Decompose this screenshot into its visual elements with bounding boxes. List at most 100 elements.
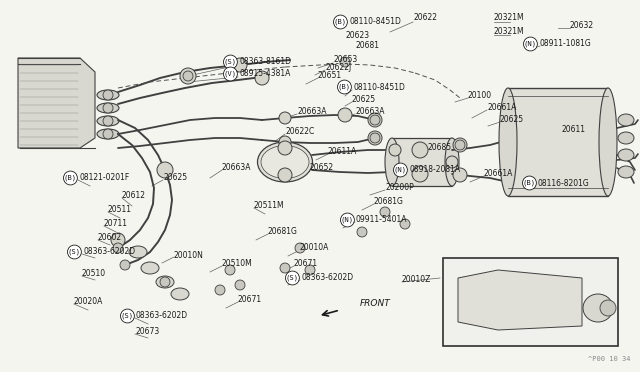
Text: 20681: 20681: [355, 42, 379, 51]
Text: (V): (V): [224, 71, 237, 77]
Circle shape: [453, 168, 467, 182]
Text: 08915-4381A: 08915-4381A: [239, 70, 291, 78]
Text: 20625: 20625: [163, 173, 187, 183]
Text: 20010Z: 20010Z: [402, 276, 431, 285]
Circle shape: [103, 90, 113, 100]
Text: 20611A: 20611A: [328, 148, 357, 157]
Text: 08116-8201G: 08116-8201G: [538, 179, 589, 187]
Circle shape: [233, 58, 247, 72]
Circle shape: [183, 71, 193, 81]
Text: (B): (B): [338, 84, 351, 90]
Text: 20711: 20711: [104, 219, 128, 228]
Circle shape: [368, 113, 382, 127]
Circle shape: [225, 265, 235, 275]
Ellipse shape: [97, 116, 119, 126]
Circle shape: [380, 207, 390, 217]
Ellipse shape: [618, 114, 634, 126]
Text: 20010A: 20010A: [300, 244, 330, 253]
Ellipse shape: [156, 276, 174, 288]
Text: 20663A: 20663A: [355, 108, 385, 116]
Circle shape: [160, 277, 170, 287]
Text: 20671: 20671: [294, 260, 318, 269]
Text: (S): (S): [121, 313, 134, 319]
Text: (B): (B): [334, 19, 347, 25]
Text: (S): (S): [286, 275, 299, 281]
Text: 20681G: 20681G: [374, 198, 404, 206]
Text: 20673: 20673: [135, 327, 159, 337]
Ellipse shape: [261, 145, 309, 179]
Circle shape: [368, 131, 382, 145]
Text: 20510: 20510: [82, 269, 106, 279]
Circle shape: [255, 71, 269, 85]
Circle shape: [215, 285, 225, 295]
Bar: [392, 138, 452, 186]
Circle shape: [412, 166, 428, 182]
Text: FRONT: FRONT: [360, 299, 391, 308]
Text: 20671: 20671: [238, 295, 262, 305]
Ellipse shape: [385, 138, 399, 186]
Circle shape: [111, 233, 125, 247]
Ellipse shape: [618, 166, 634, 178]
Polygon shape: [458, 270, 582, 330]
Circle shape: [370, 133, 380, 143]
Polygon shape: [18, 58, 95, 148]
Circle shape: [305, 265, 315, 275]
Text: 08110-8451D: 08110-8451D: [349, 17, 401, 26]
Circle shape: [357, 227, 367, 237]
Circle shape: [453, 138, 467, 152]
Text: 20100: 20100: [468, 90, 492, 99]
Text: 20651: 20651: [318, 71, 342, 80]
Circle shape: [278, 168, 292, 182]
Circle shape: [446, 156, 458, 168]
Text: 08363-6202D: 08363-6202D: [136, 311, 188, 321]
Text: 20623: 20623: [345, 31, 369, 39]
Text: 20632: 20632: [570, 22, 594, 31]
Text: 20602: 20602: [98, 234, 122, 243]
Ellipse shape: [129, 246, 147, 258]
Text: (B): (B): [523, 180, 536, 186]
Circle shape: [370, 115, 380, 125]
Ellipse shape: [257, 142, 312, 182]
Circle shape: [103, 129, 113, 139]
Ellipse shape: [618, 132, 634, 144]
Ellipse shape: [583, 294, 613, 322]
Text: 20625: 20625: [352, 96, 376, 105]
Ellipse shape: [171, 288, 189, 300]
Text: 20321M: 20321M: [494, 28, 525, 36]
Circle shape: [279, 136, 291, 148]
Ellipse shape: [97, 129, 119, 139]
Circle shape: [400, 219, 410, 229]
Circle shape: [338, 108, 352, 122]
Circle shape: [180, 68, 196, 84]
Circle shape: [600, 300, 616, 316]
Text: 08918-2081A: 08918-2081A: [409, 166, 460, 174]
Ellipse shape: [97, 103, 119, 113]
Text: 20663A: 20663A: [222, 164, 252, 173]
Circle shape: [295, 243, 305, 253]
Ellipse shape: [599, 88, 617, 196]
Circle shape: [389, 144, 401, 156]
Circle shape: [120, 260, 130, 270]
Text: 20200P: 20200P: [385, 183, 413, 192]
Text: 20622C: 20622C: [285, 128, 314, 137]
Text: (S): (S): [68, 249, 81, 255]
Ellipse shape: [445, 138, 459, 186]
Circle shape: [278, 141, 292, 155]
Text: 20510M: 20510M: [222, 260, 253, 269]
Circle shape: [113, 243, 123, 253]
Text: 20321M: 20321M: [494, 13, 525, 22]
Text: (B): (B): [64, 175, 77, 181]
Text: 20612: 20612: [122, 192, 146, 201]
Ellipse shape: [618, 149, 634, 161]
Circle shape: [157, 162, 173, 178]
Text: (N): (N): [341, 217, 354, 223]
Text: 20010N: 20010N: [174, 250, 204, 260]
Bar: [508, 88, 608, 196]
Text: 08110-8451D: 08110-8451D: [353, 83, 405, 92]
Text: 20661A: 20661A: [487, 103, 516, 112]
Text: 20681G: 20681G: [268, 228, 298, 237]
Text: 08911-1081G: 08911-1081G: [539, 39, 591, 48]
Ellipse shape: [97, 90, 119, 100]
Text: 20663A: 20663A: [297, 108, 326, 116]
Text: (S): (S): [224, 59, 237, 65]
